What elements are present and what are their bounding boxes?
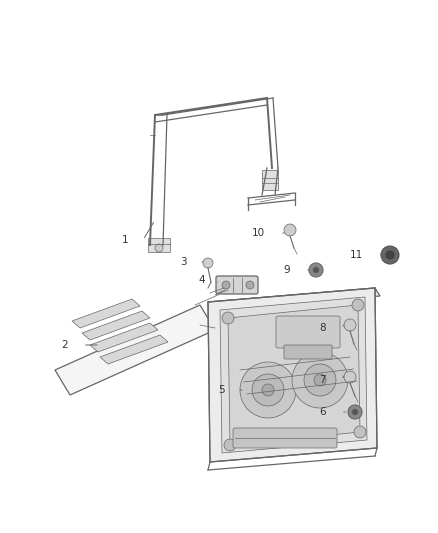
Text: 9: 9 [283, 265, 290, 275]
Polygon shape [100, 335, 168, 364]
Circle shape [354, 426, 366, 438]
Text: 10: 10 [252, 228, 265, 238]
Circle shape [386, 251, 394, 259]
Text: 1: 1 [121, 235, 128, 245]
Circle shape [344, 371, 356, 383]
FancyBboxPatch shape [216, 276, 258, 294]
Text: 5: 5 [219, 385, 225, 395]
Circle shape [224, 439, 236, 451]
Text: 2: 2 [61, 340, 68, 350]
Polygon shape [220, 297, 367, 453]
Text: 6: 6 [319, 407, 326, 417]
Circle shape [309, 263, 323, 277]
Polygon shape [55, 305, 215, 395]
Circle shape [381, 246, 399, 264]
Circle shape [252, 374, 284, 406]
FancyBboxPatch shape [262, 170, 278, 190]
Polygon shape [90, 323, 158, 352]
FancyBboxPatch shape [276, 316, 340, 348]
Circle shape [222, 312, 234, 324]
Text: 11: 11 [350, 250, 363, 260]
Polygon shape [82, 311, 150, 340]
Text: 3: 3 [180, 257, 187, 267]
Circle shape [292, 352, 348, 408]
Circle shape [348, 405, 362, 419]
Circle shape [262, 384, 274, 396]
Circle shape [284, 224, 296, 236]
Circle shape [352, 409, 358, 415]
Text: 8: 8 [319, 323, 326, 333]
Circle shape [304, 364, 336, 396]
FancyBboxPatch shape [233, 428, 337, 448]
FancyBboxPatch shape [148, 238, 170, 252]
Circle shape [344, 319, 356, 331]
Polygon shape [72, 299, 140, 328]
Circle shape [203, 258, 213, 268]
Polygon shape [228, 305, 360, 445]
Circle shape [313, 267, 319, 273]
Circle shape [240, 362, 296, 418]
Circle shape [246, 281, 254, 289]
Polygon shape [208, 288, 377, 462]
Polygon shape [208, 288, 380, 310]
Text: 4: 4 [198, 275, 205, 285]
FancyBboxPatch shape [284, 345, 332, 359]
Circle shape [314, 374, 326, 386]
Circle shape [222, 281, 230, 289]
Text: 7: 7 [319, 375, 326, 385]
Circle shape [352, 299, 364, 311]
Circle shape [155, 244, 163, 252]
